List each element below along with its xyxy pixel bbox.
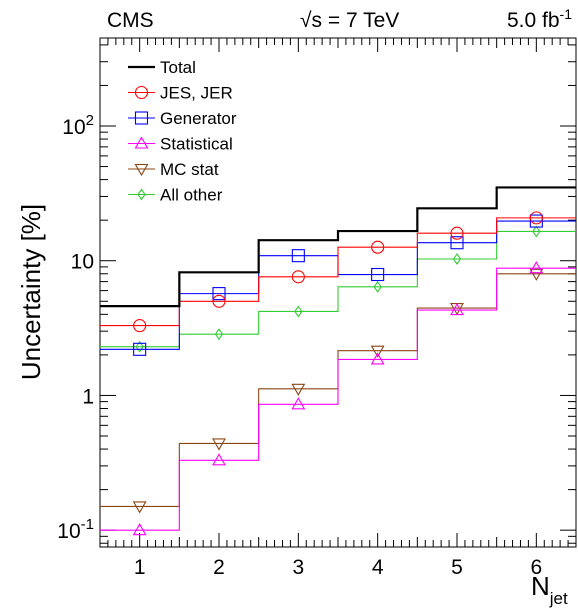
- legend-item: Statistical: [128, 135, 233, 154]
- x-tick-label: 5: [451, 556, 463, 579]
- y-axis-title: Uncertainty [%]: [16, 204, 46, 380]
- data-point: [450, 226, 464, 240]
- series-all-other: [100, 225, 576, 353]
- y-tick-exponent: 2: [86, 112, 94, 129]
- data-point: [371, 267, 385, 282]
- x-tick-label: 3: [292, 556, 304, 579]
- x-axis-title-main: N: [531, 571, 550, 601]
- y-tick-base: 10: [62, 116, 85, 139]
- legend-item: Total: [128, 58, 196, 77]
- data-point: [212, 453, 226, 466]
- data-point: [529, 214, 543, 228]
- x-tick-label: 1: [134, 556, 146, 579]
- data-point: [132, 523, 147, 536]
- data-point: [291, 270, 305, 284]
- y-tick-label: 10: [71, 251, 94, 274]
- y-tick-label: 102: [62, 112, 94, 139]
- y-tick-label: 1: [82, 385, 94, 408]
- legend: Total JES, JER Generator Statistical MC stat…: [128, 58, 237, 205]
- legend-label: Statistical: [160, 135, 233, 154]
- x-axis-title: Njet: [531, 571, 568, 608]
- data-point: [450, 236, 464, 250]
- series-jes-jer: [100, 211, 576, 333]
- data-point: [373, 280, 382, 293]
- x-tick-label: 2: [213, 556, 225, 579]
- series-step-line: [100, 267, 576, 531]
- series-layer: [100, 186, 576, 536]
- legend-item: MC stat: [128, 160, 219, 179]
- series-statistical: [100, 261, 576, 536]
- data-point: [371, 240, 385, 254]
- data-point: [291, 249, 305, 263]
- energy-label: √s = 7 TeV: [300, 9, 399, 32]
- series-total: [100, 186, 576, 308]
- legend-item: All other: [128, 186, 223, 205]
- data-point: [532, 225, 541, 238]
- legend-label: All other: [160, 186, 223, 205]
- y-tick-exponent: -1: [81, 516, 94, 533]
- legend-marker: [134, 136, 149, 149]
- lumi-label: 5.0 fb-1: [507, 6, 572, 32]
- legend-marker: [137, 188, 146, 201]
- y-tick-base: 10: [71, 251, 94, 274]
- data-point: [133, 319, 147, 333]
- legend-item: Generator: [128, 109, 237, 128]
- legend-label: Total: [160, 58, 196, 77]
- data-point: [370, 345, 385, 358]
- legend-marker: [134, 111, 149, 125]
- data-point: [529, 268, 544, 281]
- legend-marker: [134, 85, 149, 100]
- x-axis-title-sub: jet: [549, 589, 568, 608]
- data-point: [291, 383, 306, 396]
- experiment-label: CMS: [107, 9, 154, 32]
- data-point: [212, 294, 226, 308]
- legend-label: JES, JER: [160, 84, 233, 103]
- lumi-exponent: -1: [560, 6, 573, 22]
- series-step-line: [100, 186, 576, 308]
- legend-item: JES, JER: [128, 84, 233, 103]
- legend-marker: [134, 163, 149, 177]
- data-point: [450, 302, 464, 316]
- lumi-value: 5.0 fb: [507, 9, 560, 32]
- data-point: [133, 342, 147, 356]
- data-point: [294, 305, 303, 318]
- data-point: [370, 352, 385, 365]
- data-point: [212, 287, 226, 301]
- data-point: [132, 501, 147, 514]
- y-tick-label: 10-1: [57, 516, 94, 543]
- y-tick-base: 10: [57, 520, 80, 543]
- legend-label: Generator: [160, 109, 237, 128]
- data-point: [452, 253, 462, 265]
- data-point: [529, 211, 543, 225]
- y-tick-base: 1: [82, 385, 94, 408]
- data-point: [214, 328, 224, 341]
- data-point: [291, 397, 306, 410]
- x-tick-label: 6: [530, 556, 542, 579]
- legend-label: MC stat: [160, 160, 219, 179]
- x-tick-label: 4: [372, 556, 384, 579]
- data-point: [212, 438, 226, 451]
- data-point: [135, 340, 144, 353]
- data-point: [529, 261, 544, 274]
